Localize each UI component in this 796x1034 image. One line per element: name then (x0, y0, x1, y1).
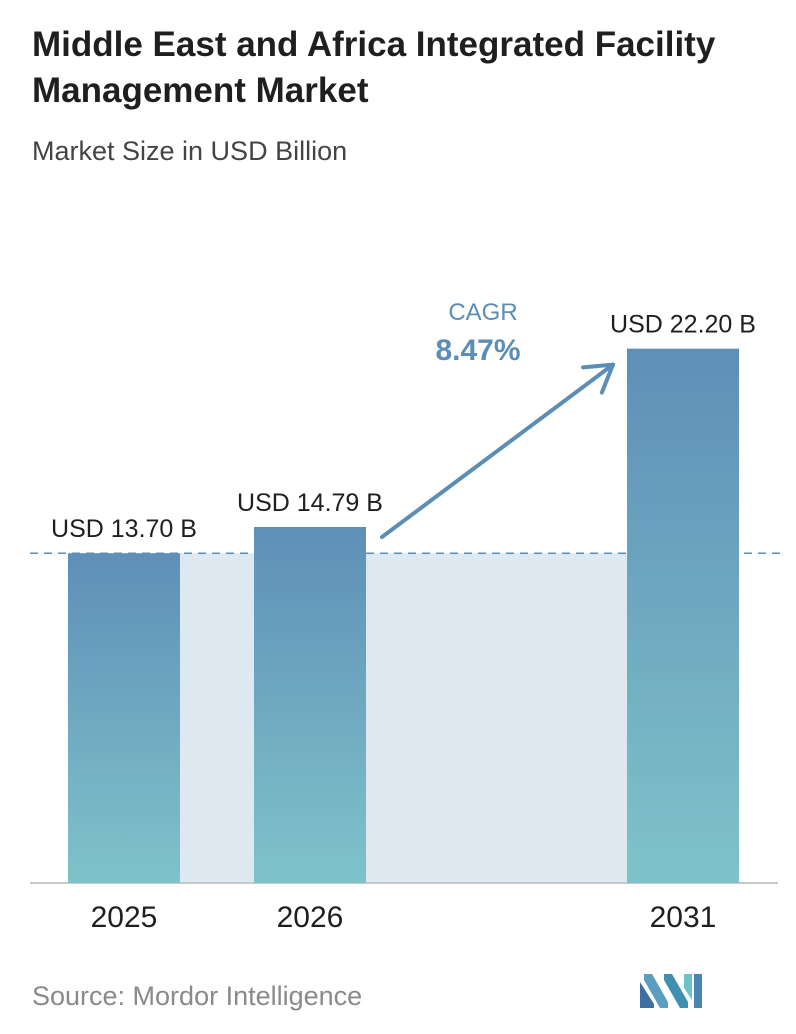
x-tick-label-2026: 2026 (277, 901, 344, 934)
x-tick-label-2025: 2025 (91, 901, 158, 934)
cagr-label: CAGR (448, 299, 517, 326)
bar-2026 (254, 527, 366, 883)
source-text: Source: Mordor Intelligence (32, 981, 363, 1011)
cagr-value: 8.47% (435, 334, 520, 367)
bar-2025 (68, 553, 180, 883)
value-label-2031: USD 22.20 B (610, 311, 756, 339)
cagr-arrow (380, 362, 615, 540)
bar-2031 (627, 348, 739, 883)
chart-subtitle: Market Size in USD Billion (32, 136, 348, 166)
bar-chart: USD 13.70 B 2025 USD 14.79 B 2026 USD 22.20 … (30, 299, 780, 934)
mordor-intelligence-logo-icon (640, 974, 702, 1008)
value-label-2026: USD 14.79 B (237, 489, 383, 517)
chart-title: Middle East and Africa Integrated Facili… (32, 25, 716, 110)
value-label-2025: USD 13.70 B (51, 515, 197, 543)
x-tick-label-2031: 2031 (650, 901, 717, 934)
